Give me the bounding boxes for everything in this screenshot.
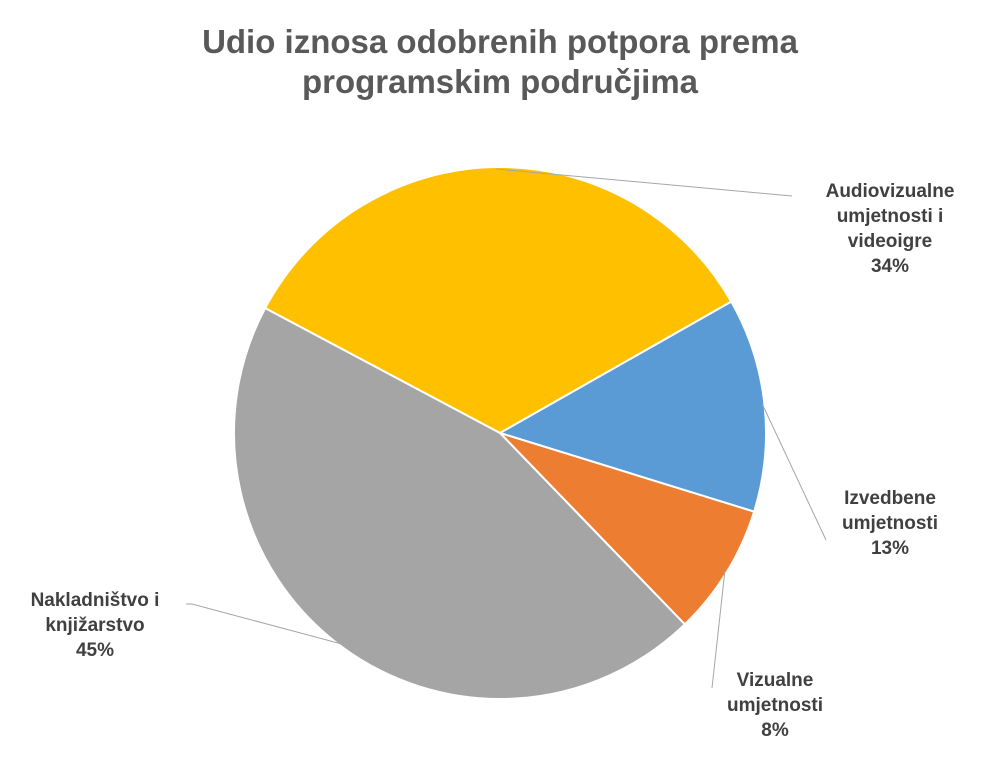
leader-lines: [186, 168, 827, 689]
pie-slice-nakladnistvo: [233, 306, 687, 700]
pie-slice-audiovizualne: [263, 166, 733, 435]
data-label-audiovizualne: Audiovizualne umjetnosti i videoigre 34%: [825, 181, 955, 277]
leader-line-vizualne: [711, 571, 726, 689]
leader-line-nakladnistvo: [186, 603, 342, 645]
data-label-izvedbene: Izvedbene umjetnosti 13%: [841, 488, 939, 559]
pie-slices: [233, 166, 767, 700]
data-label-vizualne: Vizualne umjetnosti 8%: [726, 670, 824, 741]
pie-slice-izvedbene: [497, 300, 767, 513]
pie-slice-vizualne: [499, 432, 756, 626]
data-label-nakladnistvo: Nakladništvo i knjižarstvo 45%: [30, 590, 160, 661]
leader-line-audiovizualne: [496, 168, 793, 197]
chart-title-line-2: programskim područjima: [301, 63, 699, 100]
chart-title: Udio iznosa odobrenih potpora prema prog…: [0, 22, 1000, 102]
chart-title-line-1: Udio iznosa odobrenih potpora prema: [202, 23, 798, 60]
leader-line-izvedbene: [762, 404, 827, 541]
